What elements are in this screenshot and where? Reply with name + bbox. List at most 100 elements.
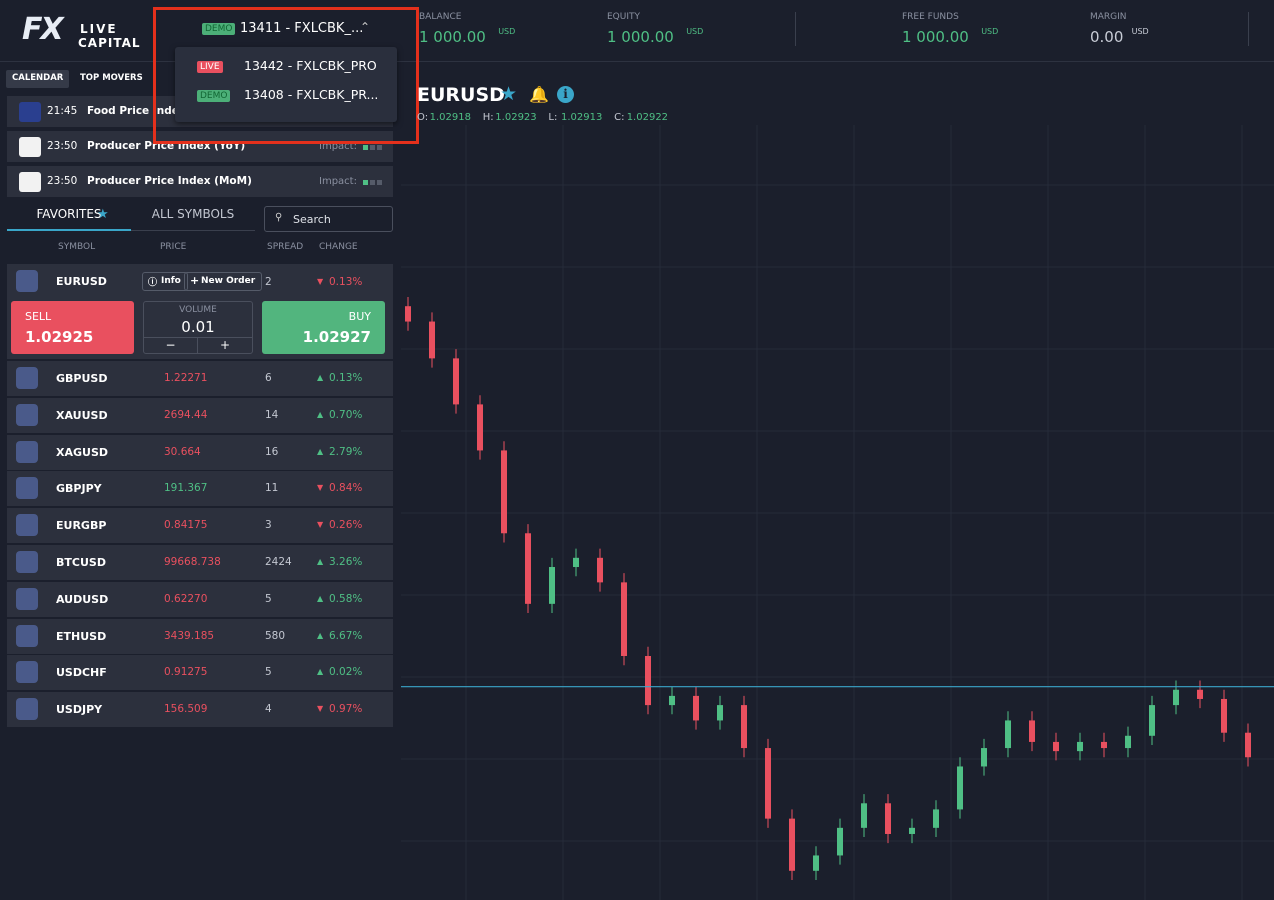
spread: 580 [265,629,286,642]
alert-icon[interactable]: 🔔 [529,85,549,104]
change-arrow: ▼ [317,704,324,714]
account-menu-item[interactable]: LIVE 13442 - FXLCBK_PRO [175,55,397,81]
calendar-row[interactable]: 23:50 Producer Price Index (YoY) Impact: [7,131,393,163]
change: 0.58% [329,592,363,605]
symbol-name: AUDUSD [56,592,109,606]
change: 3.26% [329,556,363,568]
symbol-name: BTCUSD [56,556,106,569]
volume-increase[interactable]: + [198,337,252,354]
change: 2.79% [329,445,363,458]
favorite-icon[interactable]: ★ [500,83,518,105]
spread: 2 [265,276,272,288]
change-arrow: ▼ [317,483,324,493]
account-name: 13442 - FXLCBK_PRO [244,58,377,73]
volume-box: VOLUME 0.01− + [143,301,253,354]
spread: 5 [265,592,272,605]
logo-line2: CAPITAL [78,36,141,50]
account-badge: DEMO [202,23,236,35]
flag-icon [19,102,41,122]
stat-unit: USD [498,27,516,36]
volume-value[interactable]: 0.01 [181,318,215,336]
flag-icon [19,137,41,157]
new-order-button[interactable]: New Order + [184,272,263,291]
candle-body [1053,741,1059,752]
sell-button[interactable]: SELL 1.02925 [11,301,134,354]
symbol-name: XAGUSD [56,445,109,459]
search-box[interactable]: ⚲ Search [264,206,393,232]
candle-body [429,321,435,359]
stat-label: MARGIN [1090,12,1127,22]
candle-body [1077,741,1083,752]
symbol-name: USDJPY [56,703,103,717]
ohlc-label: H: [482,112,494,123]
candle-body [693,695,699,721]
symbol-row[interactable]: ETHUSD 3439.185 580 ▲ 6.67% [7,618,393,654]
price: 99668.738 [164,556,221,568]
candle-body [621,582,627,657]
spread: 2424 [265,556,292,568]
change: 0.13% [329,372,363,384]
change-arrow: ▲ [317,446,324,456]
spread: 16 [265,445,279,458]
calendar-row[interactable]: 23:50 Producer Price Index (MoM) Impact: [7,166,393,198]
plus-icon: + [190,274,200,287]
price: 0.91275 [164,666,208,679]
ohlc-value: 1.02922 [626,112,669,123]
candle-body [717,705,723,721]
symbol-row[interactable]: USDJPY 156.509 4 ▼ 0.97% [7,692,393,728]
candle-body [861,803,867,828]
calendar-tab[interactable]: CALENDAR [6,70,70,88]
account-selector[interactable]: DEMO 13411 - FXLCBK_... ⌃ [200,20,380,40]
candle-body [477,404,483,451]
stat-value: 1 000.00 [902,28,969,46]
change-arrow: ▲ [317,409,324,419]
info-button[interactable]: Info ⓘ [142,272,188,291]
buy-button[interactable]: BUY 1.02927 [262,301,385,354]
candle-body [549,567,555,604]
symbol-row[interactable]: GBPUSD 1.22271 6 ▲ 0.13% [7,361,393,396]
column-header: PRICE [160,242,187,252]
logo[interactable]: FX LIVE CAPITAL [22,8,147,52]
impact-dot [363,180,368,185]
sell-label: SELL [25,310,52,323]
symbol-row[interactable]: USDCHF 0.91275 5 ▲ 0.02% [7,655,393,691]
symbol-row[interactable]: BTCUSD 99668.738 2424 ▲ 3.26% [7,545,393,580]
account-name: 13408 - FXLCBK_PR... [244,87,379,102]
account-menu-item[interactable]: DEMO 13408 - FXLCBK_PR... [175,84,397,110]
ohlc-value: 1.02913 [561,112,603,123]
symbol-name: GBPUSD [56,372,108,385]
change: 0.02% [329,666,363,679]
stat-value: 1 000.00 [607,28,674,46]
impact-dot [377,145,382,150]
symbol-row[interactable]: GBPJPY 191.367 11 ▼ 0.84% [7,471,393,507]
candle-body [981,748,987,767]
buy-label: BUY [348,310,371,323]
info-icon[interactable]: i [557,86,574,103]
symbols-tab[interactable]: FAVORITES [7,207,131,231]
selected-row[interactable]: EURUSD Info ⓘ New Order +2 ▼ 0.13% SELL 1.02925 V… [7,264,393,359]
symbols-tab[interactable]: ALL SYMBOLS [131,207,255,231]
candle-body [597,557,603,583]
change-arrow: ▼ [317,277,324,286]
change-arrow: ▲ [317,557,324,566]
symbol-row[interactable]: AUDUSD 0.62270 5 ▲ 0.58% [7,581,393,617]
change-arrow: ▼ [317,520,324,530]
change-arrow: ▲ [317,667,324,677]
header-divider [795,12,796,46]
spread: 3 [265,519,272,532]
symbol-icon [16,477,38,500]
symbol-row[interactable]: XAUUSD 2694.44 14 ▲ 0.70% [7,397,393,433]
candle-body [957,766,963,810]
logo-mark: FX [22,12,64,47]
calendar-tab[interactable]: TOP MOVERS [80,73,143,83]
symbol-name: GBPJPY [56,482,102,496]
spread: 4 [265,703,272,716]
symbol-row[interactable]: EURGBP 0.84175 3 ▼ 0.26% [7,508,393,544]
symbol-icon [16,661,38,684]
change-arrow: ▲ [317,630,324,640]
volume-decrease[interactable]: − [144,337,198,354]
symbol-row[interactable]: XAGUSD 30.664 16 ▲ 2.79% [7,434,393,470]
symbol-icon [16,440,38,463]
candle-body [405,306,411,322]
